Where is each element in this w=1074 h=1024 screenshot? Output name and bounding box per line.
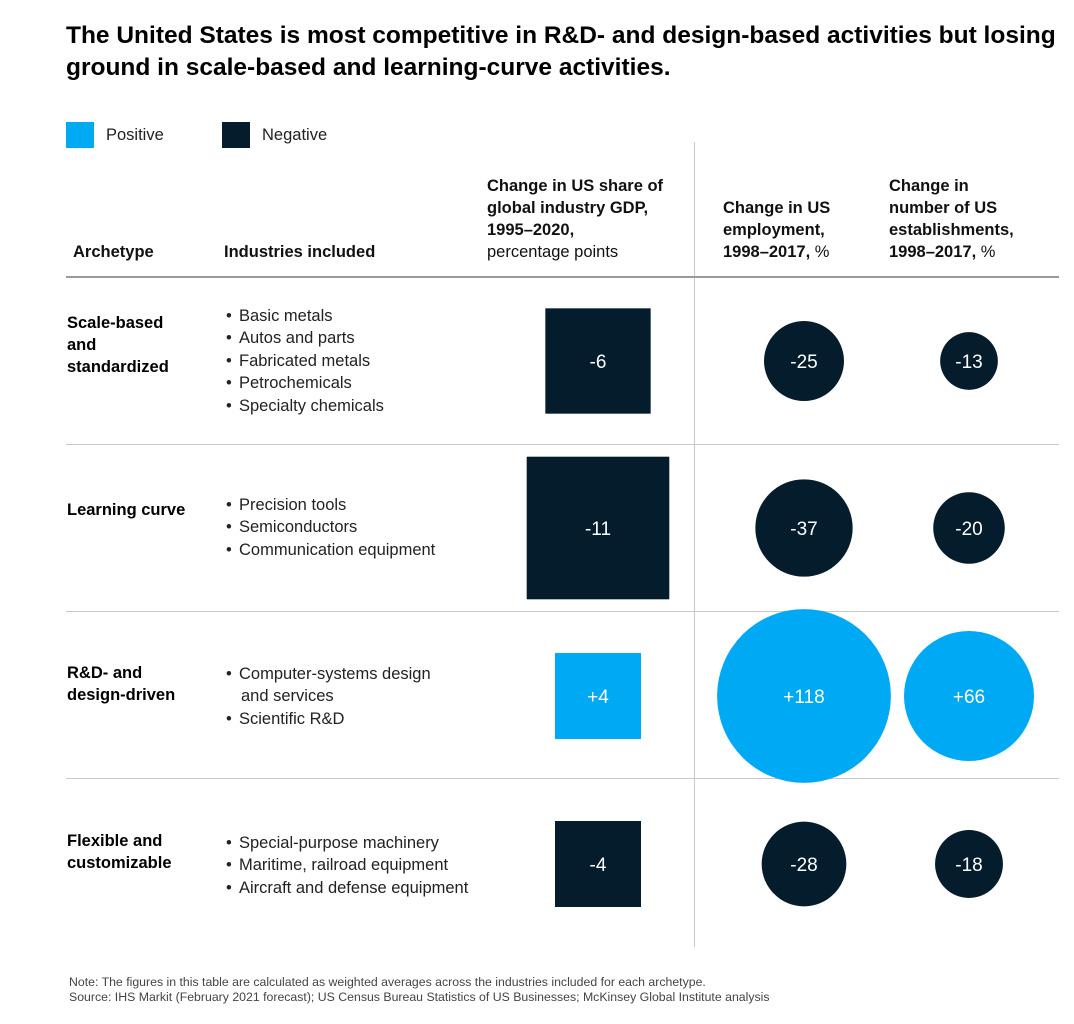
- industry-item: • Fabricated metals: [226, 351, 371, 370]
- archetype-rd-design: R&D- and design-driven: [67, 664, 176, 704]
- archetype-flexible: Flexible and customizable: [67, 832, 172, 872]
- footnote: Note: The figures in this table are calc…: [69, 975, 770, 1005]
- data-label: -6: [590, 352, 607, 373]
- legend-negative: Negative: [222, 122, 327, 148]
- gdp-share-square: [526, 456, 670, 600]
- header-archetype: Archetype: [73, 243, 154, 261]
- establishments-circle: [933, 492, 1005, 564]
- employment-circle: [761, 821, 847, 907]
- archetype-scale-based: Scale-based and standardized: [67, 314, 169, 376]
- column-divider: [694, 142, 695, 947]
- legend-positive: Positive: [66, 122, 164, 148]
- legend-positive-swatch: [66, 122, 94, 148]
- industry-item: • Petrochemicals: [226, 374, 352, 393]
- data-label: -37: [790, 519, 817, 540]
- archetype-learning-curve: Learning curve: [67, 501, 186, 519]
- industry-item: • Aircraft and defense equipment: [226, 878, 469, 897]
- industries-scale-based: • Basic metals • Autos and parts • Fabricat…: [226, 305, 384, 417]
- industry-item: • Basic metals: [226, 307, 333, 325]
- employment-circle: [764, 321, 844, 401]
- data-label: -11: [585, 519, 611, 540]
- industries-learning-curve: • Precision tools • Semiconductors • Commun…: [226, 494, 435, 561]
- header-employment: Change in US employment, 1998–2017, %: [723, 199, 831, 261]
- data-label: -13: [955, 352, 982, 373]
- establishments-circle: [940, 332, 998, 390]
- legend-positive-label: Positive: [106, 125, 164, 144]
- chart-title: The United States is most competitive in…: [66, 22, 1056, 81]
- row-divider: [66, 778, 1059, 779]
- industry-item: • Computer-systems design and services: [226, 665, 431, 706]
- footnote-source: Source: IHS Markit (February 2021 foreca…: [69, 990, 770, 1004]
- industry-item: • Specialty chemicals: [226, 396, 384, 415]
- data-label: -25: [790, 352, 817, 373]
- footnote-note: Note: The figures in this table are calc…: [69, 975, 706, 989]
- legend-negative-swatch: [222, 122, 250, 148]
- industries-flexible: • Special-purpose machinery • Maritime, ra…: [226, 832, 468, 899]
- data-label: +118: [783, 687, 824, 708]
- row-divider: [66, 444, 1059, 445]
- industry-item: • Scientific R&D: [226, 709, 345, 728]
- gdp-share-square: [545, 308, 651, 414]
- data-label: -4: [590, 855, 607, 876]
- employment-circle: [755, 479, 853, 577]
- data-label: -20: [955, 519, 982, 540]
- industry-item: • Autos and parts: [226, 329, 355, 348]
- gdp-share-square: [555, 653, 641, 739]
- industry-item: • Semiconductors: [226, 518, 358, 537]
- data-label: +66: [953, 687, 985, 708]
- data-label: -28: [790, 855, 817, 876]
- gdp-share-square: [555, 821, 641, 907]
- industry-item: • Precision tools: [226, 496, 347, 514]
- establishments-circle: [904, 631, 1034, 761]
- industry-item: • Special-purpose machinery: [226, 834, 439, 852]
- header-establishments: Change in number of US establishments, 1…: [889, 177, 1014, 261]
- header-divider: [66, 276, 1059, 278]
- legend-negative-label: Negative: [262, 125, 328, 144]
- establishments-circle: [935, 830, 1003, 898]
- employment-circle: [717, 609, 891, 783]
- industry-item: • Communication equipment: [226, 540, 436, 559]
- industry-item: • Maritime, railroad equipment: [226, 856, 449, 875]
- header-industries: Industries included: [224, 243, 376, 261]
- industries-rd-design: • Computer-systems design and services • Sc…: [226, 663, 431, 730]
- data-label: +4: [587, 687, 609, 708]
- data-label: -18: [955, 855, 982, 876]
- row-divider: [66, 611, 1059, 612]
- header-gdp-share: Change in US share of global industry GD…: [487, 177, 664, 261]
